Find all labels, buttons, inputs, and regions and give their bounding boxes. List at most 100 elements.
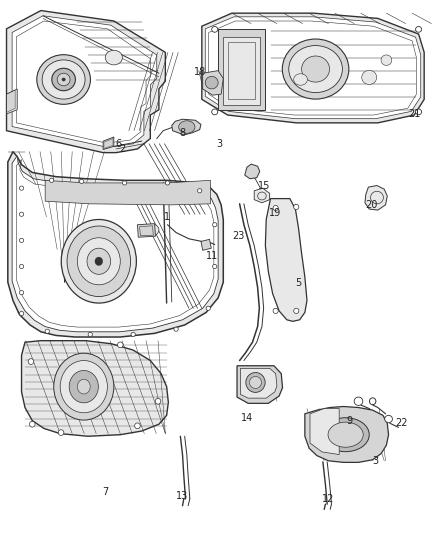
Polygon shape — [172, 119, 201, 135]
Ellipse shape — [42, 60, 85, 99]
Polygon shape — [365, 185, 387, 210]
Ellipse shape — [29, 422, 35, 427]
Ellipse shape — [212, 109, 218, 115]
Ellipse shape — [28, 359, 34, 365]
Text: 21: 21 — [408, 109, 420, 119]
Ellipse shape — [80, 179, 84, 183]
Ellipse shape — [174, 327, 178, 332]
Polygon shape — [305, 407, 389, 463]
Ellipse shape — [52, 68, 75, 91]
Polygon shape — [12, 156, 218, 332]
Ellipse shape — [117, 342, 123, 348]
Text: 3: 3 — [373, 456, 379, 466]
Bar — [223, 37, 260, 104]
Ellipse shape — [273, 308, 278, 313]
Ellipse shape — [61, 220, 136, 303]
Bar — [228, 42, 255, 99]
Ellipse shape — [206, 306, 210, 310]
Ellipse shape — [362, 70, 377, 84]
Ellipse shape — [19, 212, 24, 216]
Ellipse shape — [78, 238, 120, 285]
Ellipse shape — [179, 121, 195, 133]
Text: 19: 19 — [268, 208, 281, 218]
Ellipse shape — [294, 204, 299, 209]
Text: 8: 8 — [180, 128, 186, 138]
Polygon shape — [8, 151, 223, 337]
Text: 20: 20 — [365, 200, 378, 210]
Ellipse shape — [328, 422, 363, 447]
Ellipse shape — [146, 224, 159, 236]
Ellipse shape — [19, 290, 24, 295]
Ellipse shape — [302, 56, 329, 82]
Text: 14: 14 — [241, 413, 253, 423]
Text: 11: 11 — [206, 251, 219, 261]
Ellipse shape — [212, 264, 217, 269]
Polygon shape — [237, 366, 283, 403]
Text: 9: 9 — [347, 416, 353, 425]
Text: 13: 13 — [177, 491, 189, 502]
Text: 12: 12 — [322, 494, 335, 504]
Ellipse shape — [54, 353, 114, 420]
Polygon shape — [138, 224, 155, 237]
Text: 22: 22 — [395, 418, 408, 428]
Ellipse shape — [69, 370, 99, 403]
Bar — [218, 29, 265, 110]
Ellipse shape — [131, 332, 135, 336]
Text: 1: 1 — [164, 212, 170, 222]
Ellipse shape — [45, 329, 49, 333]
Polygon shape — [203, 71, 223, 95]
Ellipse shape — [57, 73, 70, 86]
Ellipse shape — [294, 308, 299, 313]
Ellipse shape — [67, 226, 131, 296]
Ellipse shape — [19, 264, 24, 269]
Ellipse shape — [294, 74, 307, 85]
Ellipse shape — [95, 257, 102, 265]
Polygon shape — [45, 180, 210, 205]
Ellipse shape — [212, 223, 217, 227]
Text: 7: 7 — [102, 487, 108, 497]
Polygon shape — [205, 17, 421, 119]
Polygon shape — [21, 341, 168, 436]
Ellipse shape — [62, 78, 65, 81]
Ellipse shape — [273, 205, 278, 211]
Text: 5: 5 — [295, 278, 301, 288]
Polygon shape — [310, 409, 339, 455]
Ellipse shape — [19, 311, 24, 316]
Ellipse shape — [60, 360, 107, 413]
Polygon shape — [103, 137, 114, 149]
Polygon shape — [254, 188, 270, 203]
Ellipse shape — [250, 376, 261, 389]
Ellipse shape — [205, 76, 218, 89]
Polygon shape — [7, 89, 17, 114]
Text: 23: 23 — [232, 231, 244, 241]
Ellipse shape — [155, 398, 161, 404]
Ellipse shape — [166, 181, 170, 185]
Ellipse shape — [198, 189, 202, 193]
Polygon shape — [240, 368, 277, 398]
Ellipse shape — [381, 55, 392, 66]
Ellipse shape — [19, 186, 24, 190]
Ellipse shape — [78, 379, 90, 394]
Ellipse shape — [385, 415, 392, 423]
Ellipse shape — [87, 248, 111, 274]
Ellipse shape — [105, 50, 123, 65]
Polygon shape — [201, 239, 211, 251]
Text: 3: 3 — [216, 139, 222, 149]
Ellipse shape — [49, 178, 54, 182]
Ellipse shape — [88, 332, 92, 336]
Ellipse shape — [19, 238, 24, 243]
Ellipse shape — [246, 373, 265, 392]
Ellipse shape — [37, 55, 90, 104]
Ellipse shape — [322, 418, 369, 451]
Polygon shape — [265, 199, 307, 321]
Polygon shape — [202, 13, 424, 123]
Text: 2: 2 — [119, 144, 126, 154]
Ellipse shape — [134, 423, 140, 429]
Polygon shape — [7, 11, 166, 152]
Ellipse shape — [289, 45, 343, 93]
Ellipse shape — [283, 39, 349, 99]
Text: 6: 6 — [115, 139, 121, 149]
Text: 15: 15 — [258, 181, 270, 190]
Text: 18: 18 — [194, 67, 206, 77]
Ellipse shape — [354, 397, 363, 406]
